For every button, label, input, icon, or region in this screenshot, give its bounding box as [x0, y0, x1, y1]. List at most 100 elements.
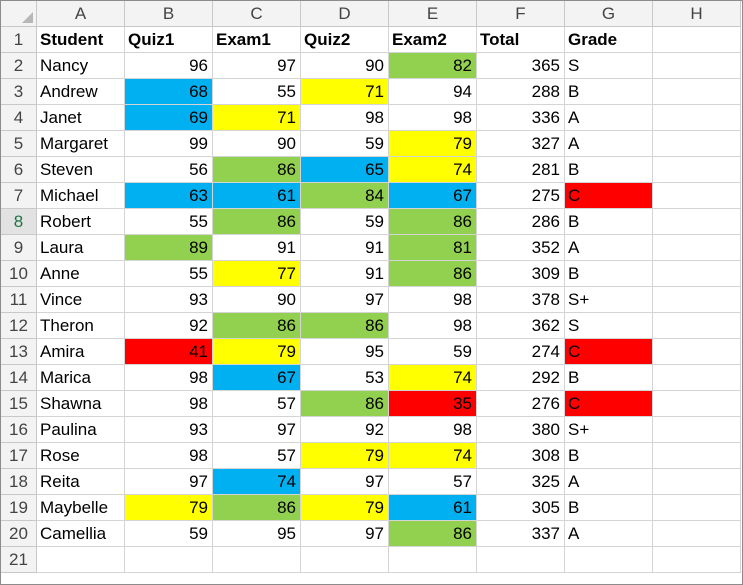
header-cell-exam2[interactable]: Exam2 [388, 26, 477, 53]
exam1-cell[interactable]: 90 [212, 286, 301, 313]
grade-cell[interactable]: B [564, 156, 653, 183]
grade-cell[interactable]: S [564, 52, 653, 79]
total-cell[interactable]: 308 [476, 442, 565, 469]
exam2-cell[interactable]: 86 [388, 208, 477, 235]
exam1-cell[interactable]: 86 [212, 156, 301, 183]
quiz2-cell[interactable]: 86 [300, 312, 389, 339]
empty-cell[interactable] [124, 546, 213, 573]
exam1-cell[interactable]: 61 [212, 182, 301, 209]
exam2-cell[interactable]: 86 [388, 260, 477, 287]
column-header-h[interactable]: H [652, 0, 741, 27]
quiz2-cell[interactable]: 59 [300, 130, 389, 157]
exam2-cell[interactable]: 98 [388, 312, 477, 339]
grade-cell[interactable]: A [564, 104, 653, 131]
empty-cell[interactable] [652, 156, 741, 183]
student-name-cell[interactable]: Margaret [36, 130, 125, 157]
empty-cell[interactable] [652, 468, 741, 495]
grade-cell[interactable]: A [564, 234, 653, 261]
total-cell[interactable]: 274 [476, 338, 565, 365]
exam2-cell[interactable]: 82 [388, 52, 477, 79]
row-header[interactable]: 15 [0, 390, 37, 417]
column-header-d[interactable]: D [300, 0, 389, 27]
total-cell[interactable]: 380 [476, 416, 565, 443]
empty-cell[interactable] [476, 546, 565, 573]
exam1-cell[interactable]: 97 [212, 416, 301, 443]
total-cell[interactable]: 362 [476, 312, 565, 339]
grade-cell[interactable]: A [564, 520, 653, 547]
exam1-cell[interactable]: 79 [212, 338, 301, 365]
row-header[interactable]: 6 [0, 156, 37, 183]
student-name-cell[interactable]: Steven [36, 156, 125, 183]
grade-cell[interactable]: S [564, 312, 653, 339]
empty-cell[interactable] [652, 234, 741, 261]
row-header[interactable]: 3 [0, 78, 37, 105]
empty-cell[interactable] [652, 26, 741, 53]
header-cell-exam1[interactable]: Exam1 [212, 26, 301, 53]
exam1-cell[interactable]: 67 [212, 364, 301, 391]
quiz2-cell[interactable]: 53 [300, 364, 389, 391]
quiz2-cell[interactable]: 79 [300, 494, 389, 521]
total-cell[interactable]: 309 [476, 260, 565, 287]
exam2-cell[interactable]: 35 [388, 390, 477, 417]
exam2-cell[interactable]: 98 [388, 286, 477, 313]
student-name-cell[interactable]: Reita [36, 468, 125, 495]
exam1-cell[interactable]: 57 [212, 442, 301, 469]
exam2-cell[interactable]: 98 [388, 416, 477, 443]
student-name-cell[interactable]: Robert [36, 208, 125, 235]
quiz2-cell[interactable]: 92 [300, 416, 389, 443]
column-header-b[interactable]: B [124, 0, 213, 27]
row-header[interactable]: 10 [0, 260, 37, 287]
quiz2-cell[interactable]: 97 [300, 286, 389, 313]
exam1-cell[interactable]: 86 [212, 312, 301, 339]
quiz2-cell[interactable]: 97 [300, 520, 389, 547]
row-header[interactable]: 4 [0, 104, 37, 131]
quiz2-cell[interactable]: 98 [300, 104, 389, 131]
exam1-cell[interactable]: 57 [212, 390, 301, 417]
quiz2-cell[interactable]: 71 [300, 78, 389, 105]
empty-cell[interactable] [652, 390, 741, 417]
exam2-cell[interactable]: 79 [388, 130, 477, 157]
row-header[interactable]: 13 [0, 338, 37, 365]
empty-cell[interactable] [652, 130, 741, 157]
grade-cell[interactable]: S+ [564, 286, 653, 313]
quiz1-cell[interactable]: 55 [124, 208, 213, 235]
column-header-f[interactable]: F [476, 0, 565, 27]
empty-cell[interactable] [652, 520, 741, 547]
grade-cell[interactable]: B [564, 494, 653, 521]
quiz1-cell[interactable]: 63 [124, 182, 213, 209]
quiz1-cell[interactable]: 99 [124, 130, 213, 157]
quiz1-cell[interactable]: 98 [124, 442, 213, 469]
student-name-cell[interactable]: Vince [36, 286, 125, 313]
header-cell-quiz1[interactable]: Quiz1 [124, 26, 213, 53]
grade-cell[interactable]: S+ [564, 416, 653, 443]
empty-cell[interactable] [652, 208, 741, 235]
quiz1-cell[interactable]: 69 [124, 104, 213, 131]
quiz1-cell[interactable]: 89 [124, 234, 213, 261]
quiz1-cell[interactable]: 98 [124, 390, 213, 417]
row-header[interactable]: 5 [0, 130, 37, 157]
grade-cell[interactable]: B [564, 260, 653, 287]
empty-cell[interactable] [36, 546, 125, 573]
column-header-a[interactable]: A [36, 0, 125, 27]
quiz1-cell[interactable]: 56 [124, 156, 213, 183]
quiz1-cell[interactable]: 55 [124, 260, 213, 287]
quiz1-cell[interactable]: 98 [124, 364, 213, 391]
exam1-cell[interactable]: 86 [212, 494, 301, 521]
exam2-cell[interactable]: 61 [388, 494, 477, 521]
quiz1-cell[interactable]: 92 [124, 312, 213, 339]
exam2-cell[interactable]: 94 [388, 78, 477, 105]
total-cell[interactable]: 305 [476, 494, 565, 521]
exam2-cell[interactable]: 86 [388, 520, 477, 547]
student-name-cell[interactable]: Rose [36, 442, 125, 469]
exam2-cell[interactable]: 81 [388, 234, 477, 261]
empty-cell[interactable] [388, 546, 477, 573]
quiz1-cell[interactable]: 68 [124, 78, 213, 105]
quiz2-cell[interactable]: 91 [300, 260, 389, 287]
row-header[interactable]: 16 [0, 416, 37, 443]
header-cell-grade[interactable]: Grade [564, 26, 653, 53]
row-header[interactable]: 12 [0, 312, 37, 339]
grade-cell[interactable]: C [564, 338, 653, 365]
exam1-cell[interactable]: 90 [212, 130, 301, 157]
row-header[interactable]: 17 [0, 442, 37, 469]
empty-cell[interactable] [652, 416, 741, 443]
